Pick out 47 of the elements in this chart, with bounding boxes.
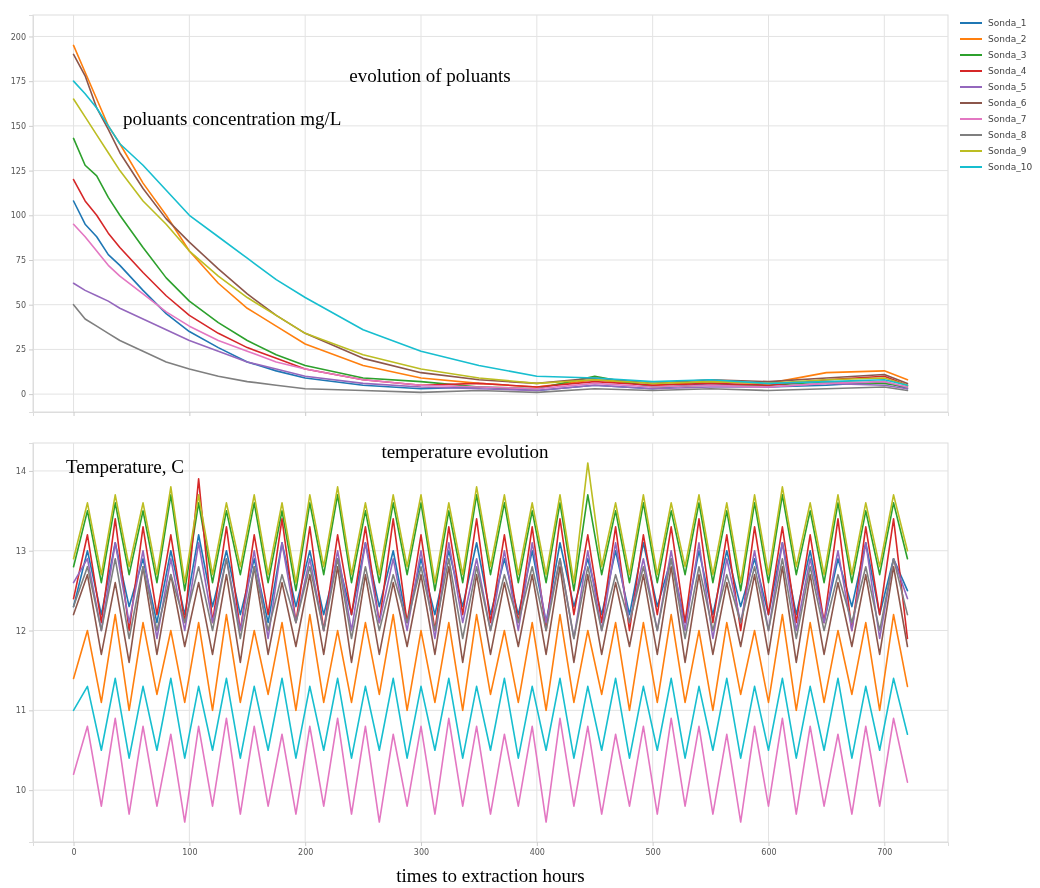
- y-tick-label: 200: [10, 32, 26, 42]
- legend-label: Sonda_1: [988, 18, 1027, 28]
- line-series: [72, 613, 909, 712]
- x-tick-label: 300: [413, 847, 430, 857]
- line-series: [72, 557, 909, 640]
- line-series: [72, 717, 909, 823]
- x-tick-label: 700: [877, 847, 893, 857]
- y-tick-label: 0: [20, 390, 26, 400]
- x-tick-label: 0: [71, 847, 77, 857]
- x-axis-title: times to extraction hours: [396, 865, 585, 886]
- legend-label: Sonda_7: [988, 114, 1027, 124]
- line-series: [72, 478, 909, 640]
- legend-label: Sonda_5: [988, 82, 1027, 92]
- legend-label: Sonda_4: [988, 66, 1027, 76]
- y-tick-label: 175: [10, 77, 26, 87]
- legend-label: Sonda_3: [988, 50, 1027, 60]
- y-tick-label: 150: [10, 121, 26, 131]
- legend-label: Sonda_9: [988, 146, 1027, 156]
- x-tick-label: 200: [298, 847, 314, 857]
- y-tick-label: 12: [15, 626, 26, 636]
- legend-label: Sonda_6: [988, 98, 1027, 108]
- chart-title: temperature evolution: [381, 441, 550, 462]
- y-tick-label: 125: [10, 166, 26, 176]
- x-tick-label: 500: [645, 847, 661, 857]
- x-tick-label: 100: [182, 847, 198, 857]
- line-series: [72, 565, 909, 664]
- line-series: [72, 282, 909, 392]
- legend-label: Sonda_8: [988, 130, 1027, 140]
- y-tick-label: 25: [15, 345, 26, 355]
- y-axis-title: poluants concentration mg/L: [123, 108, 342, 129]
- line-series: [72, 677, 909, 760]
- y-tick-label: 11: [15, 706, 26, 716]
- y-tick-label: 13: [15, 546, 26, 556]
- legend-label: Sonda_2: [988, 34, 1027, 44]
- y-tick-label: 50: [15, 300, 26, 310]
- y-tick-label: 75: [15, 256, 26, 266]
- x-tick-label: 600: [761, 847, 777, 857]
- text: evolution of poluants: [349, 65, 511, 86]
- x-tick-label: 400: [529, 847, 545, 857]
- y-tick-label: 100: [10, 211, 26, 221]
- y-axis-title: Temperature, C: [66, 456, 184, 477]
- y-tick-label: 10: [15, 786, 26, 796]
- y-tick-label: 14: [15, 466, 26, 476]
- line-series: [72, 303, 909, 394]
- line-series: [72, 541, 909, 640]
- line-series: [72, 494, 909, 592]
- legend-label: Sonda_10: [988, 162, 1033, 172]
